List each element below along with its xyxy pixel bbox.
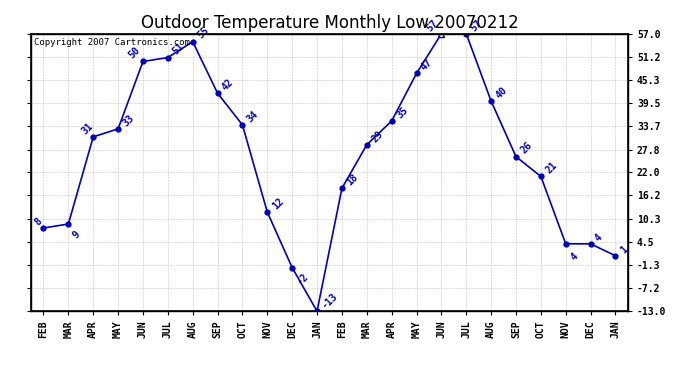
Text: 4: 4 [593, 232, 604, 243]
Text: 9: 9 [71, 229, 82, 240]
Text: -13: -13 [320, 291, 339, 310]
Text: -2: -2 [295, 271, 310, 286]
Text: 33: 33 [121, 113, 136, 128]
Text: 26: 26 [519, 141, 534, 156]
Text: 55: 55 [195, 26, 211, 41]
Title: Outdoor Temperature Monthly Low 20070212: Outdoor Temperature Monthly Low 20070212 [141, 14, 518, 32]
Text: 18: 18 [345, 172, 360, 188]
Text: 40: 40 [494, 85, 509, 100]
Text: 57: 57 [425, 18, 440, 33]
Text: 1: 1 [618, 244, 629, 255]
Text: 51: 51 [170, 41, 186, 57]
Text: 8: 8 [32, 216, 43, 227]
Text: 31: 31 [79, 121, 95, 136]
Text: 50: 50 [126, 45, 141, 61]
Text: 4: 4 [569, 251, 580, 262]
Text: 34: 34 [245, 109, 261, 124]
Text: 29: 29 [370, 129, 385, 144]
Text: 57: 57 [469, 18, 484, 33]
Text: Copyright 2007 Cartronics.com: Copyright 2007 Cartronics.com [34, 38, 190, 47]
Text: 35: 35 [395, 105, 410, 120]
Text: 42: 42 [220, 77, 236, 92]
Text: 47: 47 [420, 57, 435, 73]
Text: 12: 12 [270, 196, 286, 211]
Text: 21: 21 [544, 160, 559, 176]
